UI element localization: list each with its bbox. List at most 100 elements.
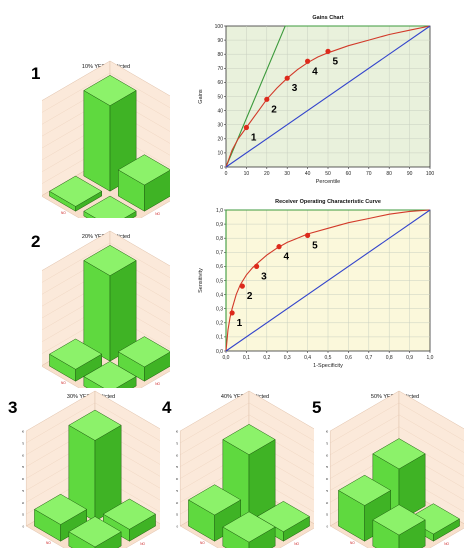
y-tick-label: 60 xyxy=(217,80,223,86)
x-tick-label: 0,2 xyxy=(263,355,270,361)
data-point-label: 1 xyxy=(251,133,257,144)
y-tick-label: 30 xyxy=(217,123,223,129)
z-tick-label: 0 xyxy=(177,525,179,529)
bar3d-bar xyxy=(117,154,170,212)
y-tick-label: 1,0 xyxy=(216,208,223,214)
x-tick-label: 0,6 xyxy=(345,355,352,361)
z-tick-label: 100 xyxy=(326,477,329,481)
bar-top-face xyxy=(406,503,461,535)
wall-grid-line xyxy=(330,414,400,455)
wall-grid-line xyxy=(398,402,464,441)
z-tick-label: 125 xyxy=(22,465,25,469)
series-line-ideal xyxy=(225,25,430,168)
wall-grid-line xyxy=(248,390,314,429)
wall-grid-line xyxy=(330,390,400,432)
observed-category-label: NO xyxy=(61,381,66,385)
bar-top-face xyxy=(222,424,276,455)
z-tick-label: 100 xyxy=(176,477,179,481)
data-point-label: 5 xyxy=(333,56,339,67)
data-point-label: 3 xyxy=(261,271,267,282)
wall-grid-line xyxy=(398,390,464,429)
data-point-label: 4 xyxy=(284,252,290,263)
z-tick-label: 0 xyxy=(23,525,25,529)
bar3d-bar xyxy=(68,409,122,522)
bar-top-face xyxy=(83,361,137,388)
wall-grid-line xyxy=(180,414,250,455)
wall-grid-line xyxy=(26,390,96,432)
x-tick-label: 30 xyxy=(284,171,290,177)
wall-grid-line xyxy=(180,390,250,432)
data-point xyxy=(239,283,245,289)
wall-grid-line xyxy=(109,242,170,278)
predicted-category-label: NO xyxy=(155,212,160,216)
y-tick-label: 0,8 xyxy=(216,236,223,242)
series-line-model xyxy=(225,209,431,352)
z-tick-label: 25 xyxy=(176,513,179,517)
x-tick-label: 0,0 xyxy=(223,355,230,361)
x-tick-label: 1,0 xyxy=(427,355,434,361)
panel-number-1: 1 xyxy=(31,64,41,83)
gains-chart: Gains Chart 0 10 20 30 40 50 60 70 80 90 100 0 10 20 30… xyxy=(198,15,434,185)
wall-grid-line xyxy=(248,414,314,453)
bar-top-face xyxy=(83,245,137,276)
z-tick-label: 200 xyxy=(22,430,25,434)
data-point-label: 3 xyxy=(292,83,298,94)
series-line-baseline xyxy=(225,25,431,168)
series-line-model xyxy=(225,25,431,168)
bar3d-bar xyxy=(83,361,137,388)
wall-grid-line xyxy=(109,72,170,108)
x-tick-label: 70 xyxy=(366,171,372,177)
x-tick-label: 0,9 xyxy=(406,355,413,361)
chart-title: Gains Chart xyxy=(312,15,343,21)
wall-grid-line xyxy=(42,230,111,271)
x-tick-label: 0,7 xyxy=(365,355,372,361)
bar3d-bar xyxy=(83,245,137,362)
wall-grid-line xyxy=(94,390,160,429)
bar-top-face xyxy=(222,511,276,543)
data-point-label: 2 xyxy=(271,104,277,115)
y-tick-label: 0,5 xyxy=(216,278,223,284)
bar-top-face xyxy=(83,75,137,106)
z-tick-label: 75 xyxy=(22,489,25,493)
panel-number-5: 5 xyxy=(312,398,322,417)
x-tick-label: 0,5 xyxy=(325,355,332,361)
x-tick-label: 10 xyxy=(244,171,250,177)
y-tick-label: 0,9 xyxy=(216,222,223,228)
x-tick-label: 0,1 xyxy=(243,355,250,361)
bar3d-bar xyxy=(117,336,170,382)
x-tick-label: 40 xyxy=(305,171,311,177)
bar3d-chart-3: 30% YES Predicted0255075100125150175200N… xyxy=(22,390,160,548)
x-tick-label: 0 xyxy=(225,171,228,177)
panel-number-2: 2 xyxy=(31,232,41,251)
y-axis-label: Sensitivity xyxy=(198,268,204,293)
bar-top-face xyxy=(117,336,170,368)
bar3d-bar xyxy=(33,493,88,542)
chart-title: Receiver Operating Characteristic Curve xyxy=(275,199,381,205)
data-point xyxy=(284,75,290,81)
z-tick-label: 125 xyxy=(176,465,179,469)
bar3d-chart-1: 10% YES Predicted0255075100125150175200N… xyxy=(42,60,170,218)
z-tick-label: 200 xyxy=(326,430,329,434)
y-tick-label: 80 xyxy=(217,52,223,58)
bar3d-bar xyxy=(372,504,426,548)
y-tick-label: 70 xyxy=(217,66,223,72)
wall-grid-line xyxy=(180,402,250,444)
bar-top-face xyxy=(337,474,392,506)
bar3d-bar xyxy=(102,498,157,542)
observed-category-label: NO xyxy=(350,541,355,545)
wall-grid-line xyxy=(42,60,111,101)
wall-grid-line xyxy=(109,60,170,97)
y-tick-label: 20 xyxy=(217,137,223,143)
wall-grid-line xyxy=(398,414,464,453)
series-line-baseline xyxy=(225,209,431,352)
y-tick-label: 50 xyxy=(217,94,223,100)
bar3d-bar xyxy=(222,511,276,548)
z-tick-label: 150 xyxy=(176,453,179,457)
series-line-ideal xyxy=(225,209,430,351)
x-tick-label: 0,8 xyxy=(386,355,393,361)
data-point xyxy=(254,263,260,269)
z-tick-label: 50 xyxy=(176,501,179,505)
y-tick-label: 0,7 xyxy=(216,250,223,256)
z-tick-label: 150 xyxy=(22,453,25,457)
x-tick-label: 50 xyxy=(325,171,331,177)
